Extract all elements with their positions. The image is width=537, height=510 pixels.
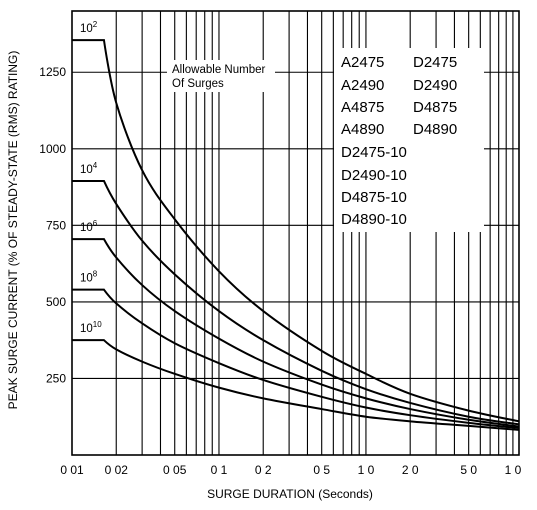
annotation-box (167, 60, 275, 92)
series-line-10e2 (72, 39, 520, 423)
series-label-10e4: 104 (80, 161, 98, 176)
series-label-10e6: 106 (80, 219, 98, 234)
y-tick-label: 1250 (39, 65, 66, 79)
x-tick-label: 0 2 (255, 463, 272, 477)
y-tick-label: 1000 (39, 142, 66, 156)
annotation-line-2: Of Surges (172, 78, 224, 90)
model-d4890-10: D4890-10 (341, 211, 407, 228)
model-d4875: D4875 (413, 99, 457, 116)
legend-box (334, 48, 484, 232)
x-tick-label: 0 1 (211, 463, 228, 477)
x-tick-label: 0 01 (60, 463, 84, 477)
series-line-10e4 (72, 179, 520, 426)
legend-box-layer (167, 48, 484, 232)
series-line-10e8 (72, 288, 520, 430)
model-d2475: D2475 (413, 54, 457, 71)
model-a4875: A4875 (341, 99, 384, 116)
y-axis-title: PEAK SURGE CURRENT (% OF STEADY-STATE (R… (6, 51, 20, 410)
x-tick-label: 0 5 (313, 463, 330, 477)
plot-frame (71, 10, 520, 456)
series-label-10e10: 1010 (80, 320, 102, 335)
model-d2475-10: D2475-10 (341, 144, 407, 161)
series-line-10e10 (72, 339, 520, 431)
annotation-line-1: Allowable Number (172, 64, 265, 76)
series-label-10e2: 102 (80, 20, 98, 35)
x-tick-label: 0 05 (163, 463, 187, 477)
model-d2490: D2490 (413, 77, 457, 94)
model-a2490: A2490 (341, 77, 384, 94)
model-a2475: A2475 (341, 54, 384, 71)
x-tick-label: 0 02 (105, 463, 129, 477)
series-label-10e8: 108 (80, 270, 98, 285)
x-axis-title: SURGE DURATION (Seconds) (207, 487, 373, 501)
x-tick-label: 2 0 (402, 463, 419, 477)
y-tick-label: 250 (46, 371, 66, 385)
y-tick-label: 500 (46, 295, 66, 309)
x-tick-label: 5 0 (460, 463, 477, 477)
series-line-10e6 (72, 238, 520, 428)
text-layer: SURGE DURATION (Seconds) PEAK SURGE CURR… (6, 51, 457, 501)
model-d4875-10: D4875-10 (341, 189, 407, 206)
curve-layer: 102 104 106 108 1010 (72, 20, 520, 431)
x-tick-label: 1 0 (505, 463, 522, 477)
model-d2490-10: D2490-10 (341, 167, 407, 184)
model-a4890: A4890 (341, 121, 384, 138)
model-d4890: D4890 (413, 121, 457, 138)
y-tick-label: 750 (46, 218, 66, 232)
x-tick-label: 1 0 (358, 463, 375, 477)
